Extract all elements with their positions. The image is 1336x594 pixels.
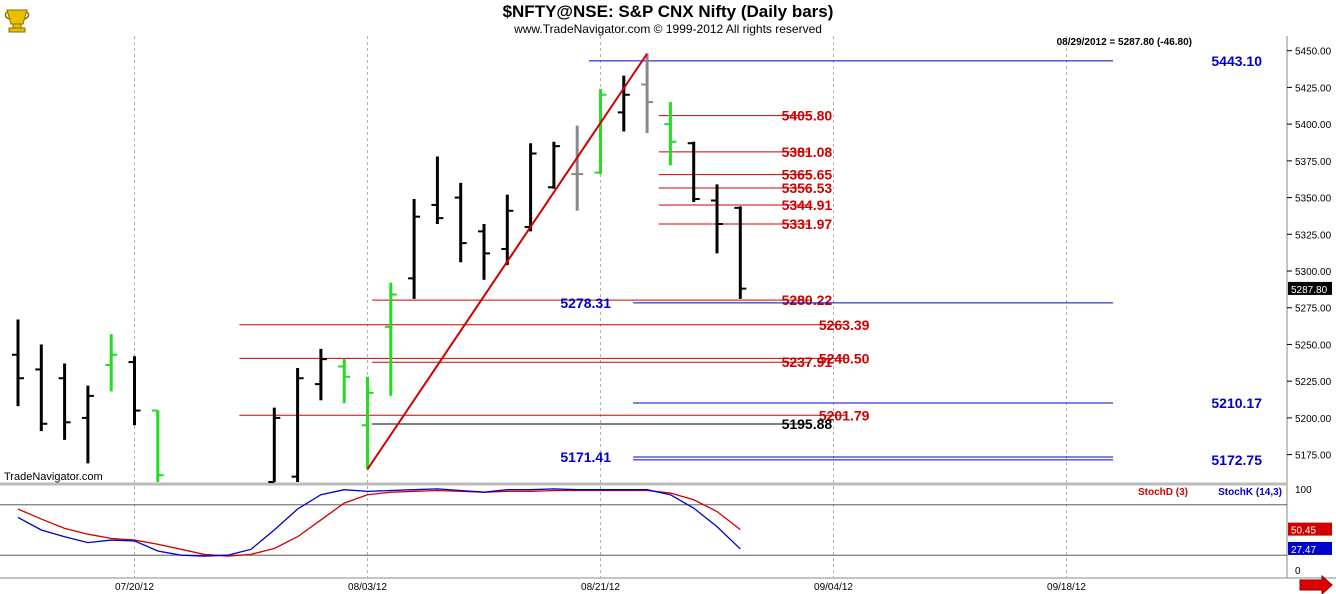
- y-tick-label: 5375.00: [1295, 157, 1332, 168]
- price-level-label: 5210.17: [1211, 395, 1262, 411]
- stoch-last-value-marker: [1288, 522, 1332, 536]
- x-tick-label: 08/21/12: [581, 582, 620, 593]
- last-price-label: 5287.80: [1291, 285, 1328, 296]
- x-tick-label: 08/03/12: [348, 582, 387, 593]
- last-bar-info: 08/29/2012 = 5287.80 (-46.80): [1057, 37, 1192, 48]
- chart-frame: [0, 36, 1336, 579]
- price-level-label: 5201.79: [819, 407, 870, 423]
- scroll-right-icon[interactable]: [1299, 574, 1333, 594]
- price-level-label: 5172.75: [1211, 452, 1262, 468]
- y-tick-label: 5400.00: [1295, 120, 1332, 131]
- stoch-axis-label: 100: [1295, 485, 1312, 496]
- price-level-label: 5263.39: [819, 317, 870, 333]
- watermark: TradeNavigator.com: [4, 471, 103, 483]
- y-tick-label: 5425.00: [1295, 83, 1332, 94]
- y-tick-label: 5300.00: [1295, 267, 1332, 278]
- price-level-label: 5443.10: [1211, 53, 1262, 69]
- stoch-series-line: [17, 489, 741, 557]
- stochastic-panel: 100 0 StochD (3) StochK (14,3) 50.45 27.47: [0, 485, 1332, 577]
- y-tick-label: 5225.00: [1295, 377, 1332, 388]
- legend-stochk: StochK (14,3): [1218, 487, 1282, 498]
- price-level-label: 5278.31: [560, 295, 611, 311]
- trendline: [366, 53, 648, 470]
- y-tick-label: 5325.00: [1295, 230, 1332, 241]
- price-level-label: 5240.50: [819, 350, 870, 366]
- trade-navigator-logo-icon: [4, 9, 30, 33]
- price-level-label: 5405.80: [782, 108, 833, 124]
- stoch-last-value-label: 27.47: [1291, 545, 1316, 556]
- x-tick-label: 09/18/12: [1047, 582, 1086, 593]
- price-level-label: 5171.41: [560, 449, 611, 465]
- stoch-last-value-label: 50.45: [1291, 526, 1316, 537]
- y-tick-label: 5200.00: [1295, 414, 1332, 425]
- y-tick-label: 5275.00: [1295, 304, 1332, 315]
- price-level-label: 5344.91: [782, 197, 833, 213]
- price-level-label: 5237.91: [782, 354, 833, 370]
- date-axis: 07/20/12 08/03/12 08/21/12 09/04/12 09/18/12: [115, 582, 1086, 593]
- price-level-label: 5195.88: [782, 416, 833, 432]
- price-level-label: 5381.08: [782, 144, 833, 160]
- y-tick-label: 5250.00: [1295, 340, 1332, 351]
- y-tick-label: 5175.00: [1295, 451, 1332, 462]
- price-level-label: 5365.65: [782, 167, 833, 183]
- price-bars: [12, 53, 747, 483]
- stoch-axis-label: 0: [1295, 566, 1301, 577]
- y-tick-label: 5450.00: [1295, 47, 1332, 58]
- chart-title: $NFTY@NSE: S&P CNX Nifty (Daily bars): [502, 2, 834, 21]
- stoch-series-line: [17, 488, 741, 557]
- price-levels: 5443.10 5405.80 5381.08 5365.655356.535344.…: [239, 53, 1262, 468]
- price-level-label: 5280.22: [782, 292, 833, 308]
- trendline-segment: [366, 53, 648, 470]
- copyright-text: www.TradeNavigator.com © 1999-2012 All r…: [514, 22, 822, 36]
- last-price-marker: [1288, 281, 1332, 295]
- x-tick-label: 07/20/12: [115, 582, 154, 593]
- x-tick-label: 09/04/12: [814, 582, 853, 593]
- stoch-last-value-marker: [1288, 541, 1332, 555]
- price-level-label: 5356.53: [782, 180, 833, 196]
- price-axis: 5175.00 5200.00 5225.00 5250.00 5275.00 5300.…: [1287, 47, 1332, 462]
- y-tick-label: 5350.00: [1295, 194, 1332, 205]
- legend-stochd: StochD (3): [1138, 487, 1188, 498]
- price-level-label: 5331.97: [782, 216, 833, 232]
